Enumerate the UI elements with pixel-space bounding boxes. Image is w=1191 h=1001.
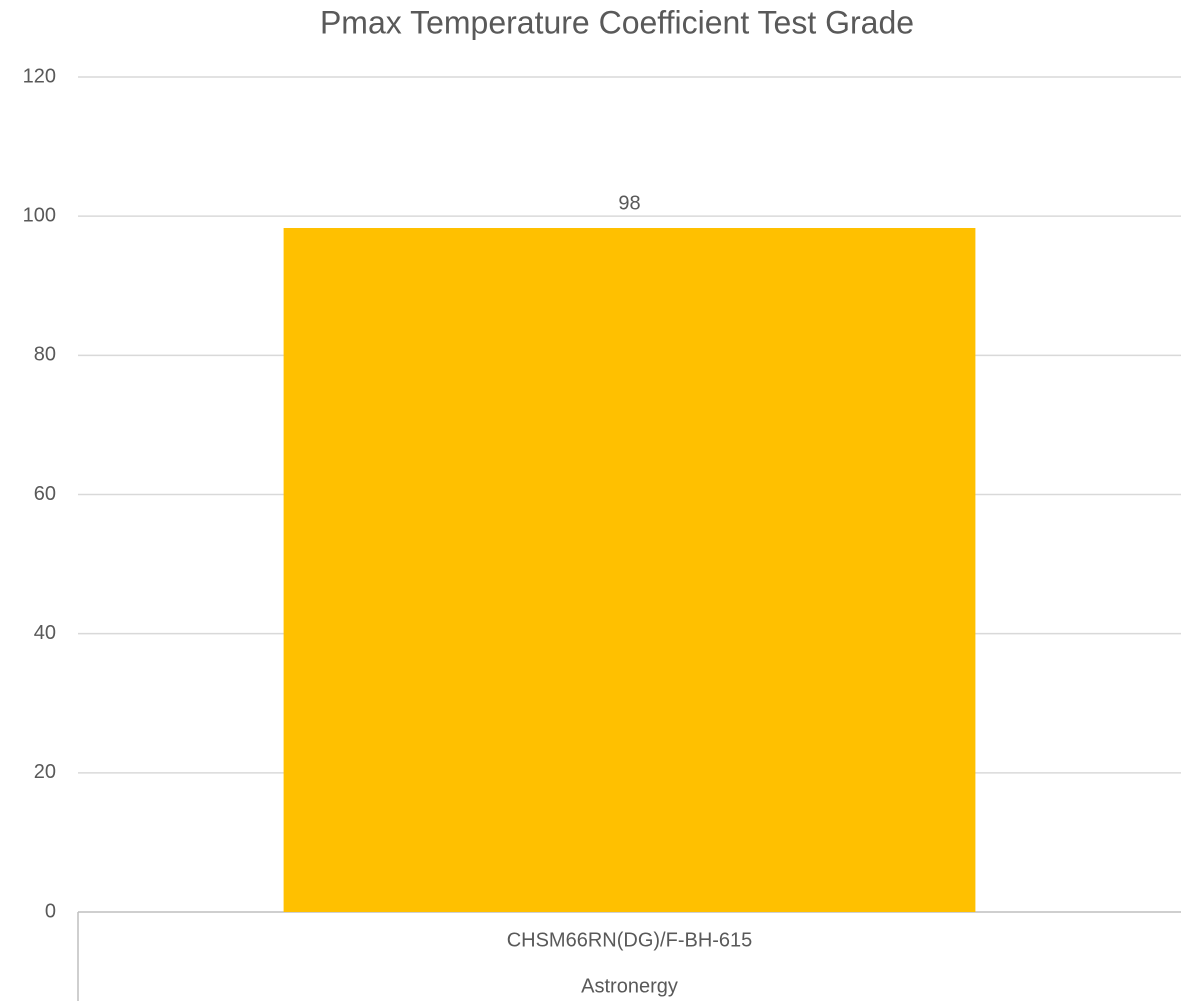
group-label: Astronergy [581, 975, 678, 997]
y-tick-label: 120 [23, 65, 56, 87]
data-label: 98 [618, 192, 640, 214]
y-tick-label: 20 [34, 761, 56, 783]
bar [283, 227, 976, 912]
y-tick-label: 80 [34, 344, 56, 366]
y-tick-label: 100 [23, 204, 56, 226]
y-tick-label: 0 [45, 900, 56, 922]
y-tick-label: 60 [34, 483, 56, 505]
y-tick-label: 40 [34, 622, 56, 644]
x-tick-label: CHSM66RN(DG)/F-BH-615 [507, 929, 753, 951]
chart-title: Pmax Temperature Coefficient Test Grade [320, 4, 914, 40]
